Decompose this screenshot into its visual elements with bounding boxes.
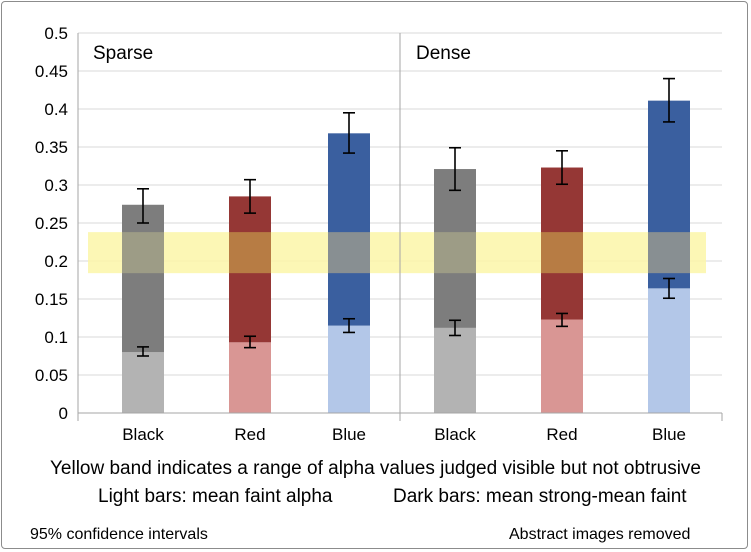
y-tick-label: 0.1 <box>44 328 68 347</box>
footer-removed-note: Abstract images removed <box>509 526 691 543</box>
bar-strong-sparse-blue <box>328 133 370 326</box>
x-category-label: Blue <box>332 425 366 444</box>
band-overlap-dark <box>648 232 690 274</box>
stacked-bar-chart: 0 0.05 0.1 0.15 0.2 0.25 0.3 0.35 0.4 0.45 0.5 Spar… <box>35 24 723 444</box>
band-overlap-dark <box>328 232 370 274</box>
y-tick-label: 0 <box>59 404 68 423</box>
y-tick-label: 0.25 <box>35 214 68 233</box>
band-overlap-dark <box>541 232 583 274</box>
y-tick-label: 0.05 <box>35 366 68 385</box>
caption-band: Yellow band indicates a range of alpha v… <box>49 458 702 479</box>
x-category-label: Red <box>234 425 265 444</box>
y-tick-label: 0.4 <box>44 100 68 119</box>
bar-faint-sparse-red <box>229 342 271 413</box>
x-category-label: Black <box>122 425 164 444</box>
panel-title: Dense <box>416 43 471 64</box>
bar-faint-dense-blue <box>648 288 690 413</box>
x-category-label: Blue <box>652 425 686 444</box>
band-overlap-dark <box>434 232 476 274</box>
bar-strong-sparse-black <box>122 204 164 353</box>
y-tick-label: 0.3 <box>44 176 68 195</box>
y-tick-label: 0.5 <box>44 24 68 43</box>
caption-dark-bars: Dark bars: mean strong-mean faint <box>393 486 687 507</box>
bar-faint-dense-black <box>434 327 476 413</box>
bar-faint-sparse-blue <box>328 325 370 413</box>
y-tick-label: 0.35 <box>35 138 68 157</box>
bar-faint-dense-red <box>541 319 583 413</box>
band-overlap-dark <box>229 232 271 274</box>
x-category-label: Black <box>434 425 476 444</box>
bar-faint-sparse-black <box>122 352 164 413</box>
yellow-band <box>88 232 706 274</box>
y-tick-label: 0.2 <box>44 252 68 271</box>
footer-confidence-note: 95% confidence intervals <box>30 526 208 543</box>
caption-light-bars: Light bars: mean faint alpha <box>98 486 333 507</box>
panel-title: Sparse <box>93 43 153 64</box>
y-tick-label: 0.45 <box>35 62 68 81</box>
x-category-label: Red <box>546 425 577 444</box>
band-overlap-dark <box>122 232 164 274</box>
y-tick-label: 0.15 <box>35 290 68 309</box>
